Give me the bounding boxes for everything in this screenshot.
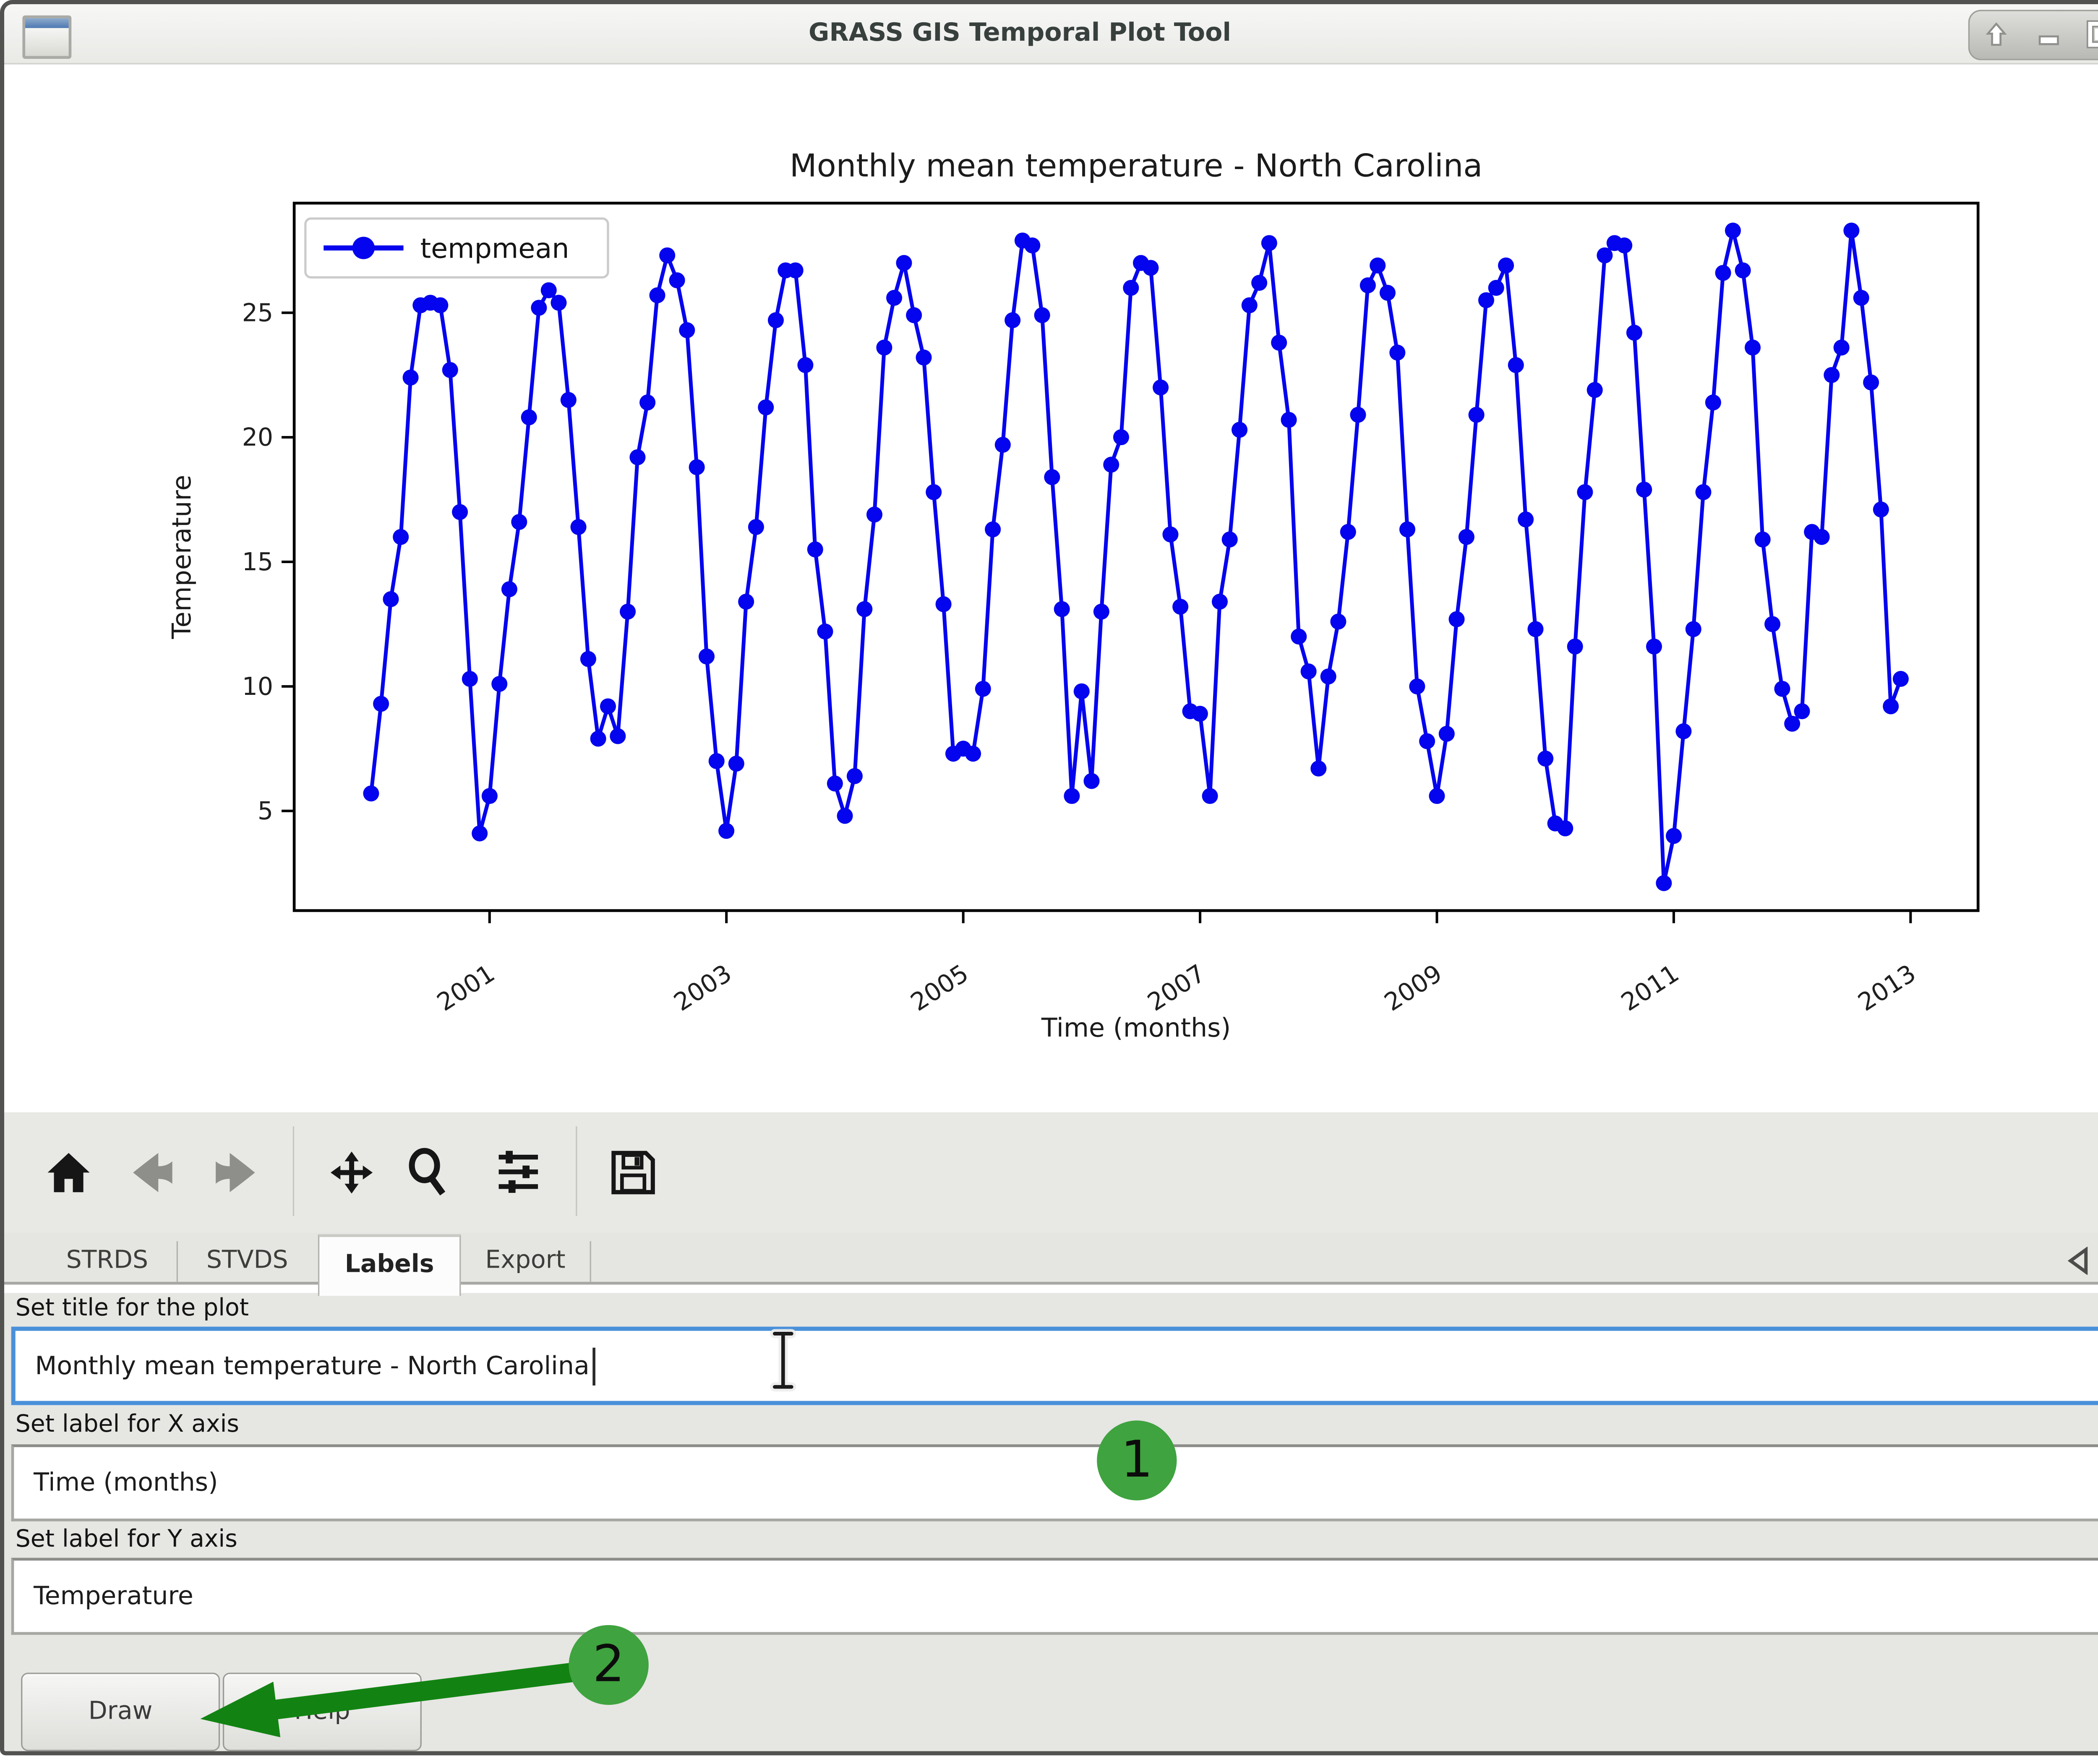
xaxis-input-value: Time (months) [34,1468,218,1498]
plot-title-input[interactable]: Monthly mean temperature - North Carolin… [11,1326,2098,1405]
plot-toolbar [4,1112,2098,1233]
toolbar-separator [576,1126,577,1216]
tabbar-baseline [4,1281,2098,1285]
back-arrow-icon [133,1153,172,1193]
previous-tab-button[interactable] [2061,1244,2097,1278]
window-controls [1968,10,2098,60]
svg-text:Monthly mean temperature - Nor: Monthly mean temperature - North Carolin… [790,147,1482,184]
help-button[interactable]: Help [222,1673,422,1751]
plot-title-input-value: Monthly mean temperature - North Carolin… [35,1351,590,1381]
home-button[interactable] [43,1135,94,1210]
svg-text:2011: 2011 [1616,959,1684,1017]
minimize-window-button[interactable] [2026,14,2068,56]
configure-subplots-button[interactable] [495,1135,545,1210]
step-1-badge: 1 [1097,1420,1177,1500]
step-2-badge: 2 [569,1625,649,1705]
plot-title-label: Set title for the plot [15,1294,249,1323]
tab-divider [176,1241,178,1282]
back-button[interactable] [128,1135,178,1210]
svg-text:20: 20 [242,423,273,451]
svg-text:tempmean: tempmean [420,233,569,264]
svg-text:10: 10 [242,672,273,701]
window-title: GRASS GIS Temporal Plot Tool [809,18,1231,48]
svg-text:2007: 2007 [1143,959,1211,1017]
labels-panel: Set title for the plot Monthly mean temp… [4,1293,2098,1751]
tab-stvds[interactable]: STVDS [206,1247,288,1275]
xaxis-label-input[interactable]: Time (months) [11,1444,2098,1521]
svg-text:5: 5 [258,797,273,825]
app-window-icon [22,15,72,59]
tab-export[interactable]: Export [485,1247,566,1275]
home-icon [47,1153,90,1193]
maximize-window-button[interactable] [2078,14,2098,56]
yaxis-input-value: Temperature [34,1581,193,1611]
save-button[interactable] [608,1135,658,1210]
draw-button[interactable]: Draw [21,1673,220,1751]
yaxis-label-input[interactable]: Temperature [11,1558,2098,1635]
tabbar-underline [4,1284,2098,1293]
forward-button[interactable] [210,1135,261,1210]
shade-icon [1985,22,2007,46]
tab-divider [590,1241,591,1282]
yaxis-label-label: Set label for Y axis [15,1525,237,1554]
svg-text:2005: 2005 [905,959,973,1017]
left-triangle-icon [2067,1247,2088,1275]
pan-icon [330,1151,373,1194]
temperature-line-chart: Monthly mean temperature - North Carolin… [167,147,1980,1043]
svg-text:25: 25 [242,298,273,327]
pan-button[interactable] [326,1135,377,1210]
save-floppy-icon [611,1151,655,1195]
title-bar: GRASS GIS Temporal Plot Tool [4,4,2098,65]
maximize-icon [2086,20,2098,49]
tab-labels[interactable]: Labels [318,1234,461,1296]
text-caret [592,1347,596,1385]
shade-window-button[interactable] [1975,14,2017,56]
toolbar-separator [292,1126,295,1216]
svg-text:Temperature: Temperature [167,475,197,639]
sliders-icon [498,1151,538,1193]
plot-canvas[interactable]: Monthly mean temperature - North Carolin… [4,64,2098,1112]
forward-arrow-icon [216,1153,255,1193]
svg-text:2013: 2013 [1853,959,1921,1017]
svg-text:2009: 2009 [1379,959,1447,1017]
svg-text:2003: 2003 [669,959,737,1017]
zoom-button[interactable] [404,1135,454,1210]
svg-text:15: 15 [242,548,273,576]
svg-text:2001: 2001 [432,959,500,1017]
svg-text:Time (months): Time (months) [1041,1013,1231,1043]
minimize-icon [2038,35,2059,45]
tab-strds[interactable]: STRDS [66,1247,149,1275]
zoom-rect-icon [409,1148,446,1196]
tab-bar: STRDS STVDS Labels Export [4,1233,2098,1296]
xaxis-label-label: Set label for X axis [15,1411,240,1439]
